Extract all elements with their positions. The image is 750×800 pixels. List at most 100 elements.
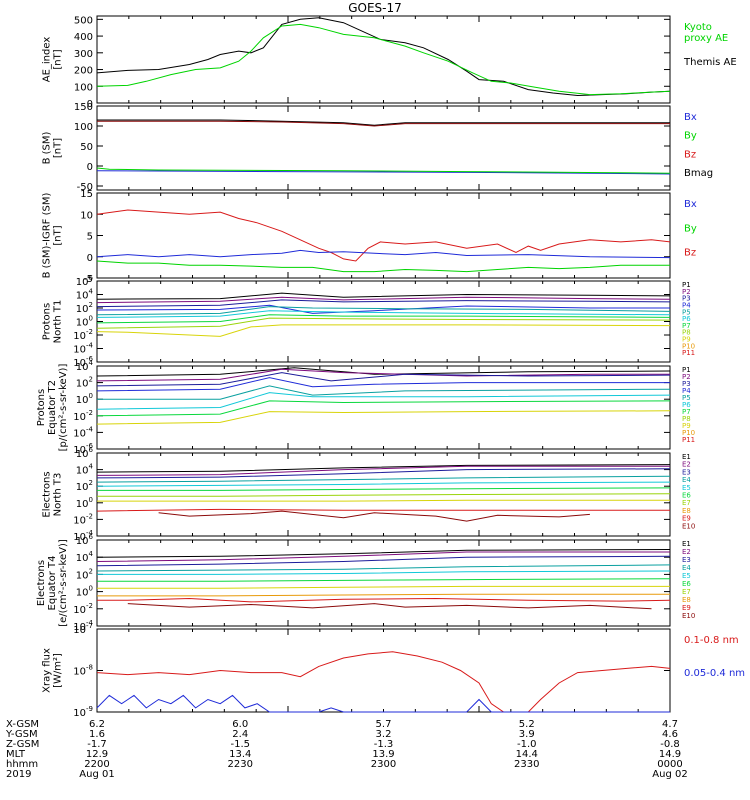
x-row-value: 3.9 [519, 729, 535, 740]
y-tick-label: 100 [76, 585, 93, 599]
y-axis-label: [nT] [53, 225, 64, 245]
series-line [96, 249, 671, 259]
series-line [96, 299, 671, 308]
x-row-value: -0.8 [660, 739, 680, 750]
y-tick-label: 10-7 [73, 622, 93, 636]
y-axis-label: [e/(cm²-s-sr-keV)] [58, 539, 69, 627]
series-line [97, 585, 670, 589]
series-line [96, 170, 671, 175]
series-line [96, 464, 671, 473]
series-line [96, 468, 671, 479]
x-row-value: -1.5 [230, 739, 250, 750]
legend-entry: Kyoto [684, 22, 712, 33]
series-line [97, 120, 670, 127]
legend-entry: By [684, 223, 697, 234]
y-tick-label: 0 [87, 99, 93, 110]
x-row-value: 4.7 [662, 719, 678, 730]
series-line [96, 400, 671, 417]
x-row-value: 5.7 [376, 719, 392, 730]
series-line [96, 167, 671, 174]
y-axis-label: North T1 [53, 300, 64, 344]
series-line [96, 392, 671, 410]
x-row-value: 2.4 [232, 729, 248, 740]
y-tick-label: 10 [80, 210, 93, 221]
x-row-value: 4.6 [662, 729, 678, 740]
legend-entry: E4 [682, 476, 691, 484]
series-line [96, 310, 671, 318]
y-axis-label: Equator T2 [47, 380, 58, 435]
legend-entry: E5 [682, 572, 691, 580]
y-tick-label: 10-2 [73, 602, 93, 616]
series-line [96, 317, 671, 329]
x-row-label: X-GSM [6, 719, 39, 730]
series-line [97, 578, 671, 582]
x-row-value: 13.4 [229, 749, 251, 760]
series-line [97, 593, 670, 597]
legend-entry: Bz [684, 149, 696, 160]
x-row-value: 3.2 [376, 729, 392, 740]
series-line [96, 377, 670, 392]
y-tick-label: 0 [87, 162, 93, 173]
legend-entry: P1 [682, 366, 691, 374]
series-line [97, 119, 670, 126]
legend-entry: P10 [682, 429, 695, 437]
x-row-value: 1.6 [89, 729, 105, 740]
legend-entry: E1 [682, 453, 691, 461]
y-axis-label: Electrons [42, 471, 53, 517]
y-tick-label: 10-2 [73, 512, 93, 526]
series-line [96, 372, 671, 387]
series-line [96, 292, 671, 300]
y-tick-label: 102 [76, 301, 93, 315]
x-row-label: 2019 [6, 769, 31, 780]
legend-entry: E4 [682, 564, 691, 572]
y-tick-label: 0 [87, 253, 93, 264]
legend-entry: E2 [682, 548, 691, 556]
panel-2: -50 0 50 100 150 B (SM) [nT] Bx By Bz Bmag [42, 102, 714, 193]
series-line [96, 549, 671, 558]
x-row-label: Y-GSM [5, 729, 38, 740]
y-axis-label: [W/m²] [53, 653, 64, 688]
series-line [97, 499, 670, 502]
series-line [96, 694, 670, 713]
x-row-value: 2330 [514, 759, 539, 770]
legend-entry: P8 [682, 329, 691, 337]
series-line [96, 306, 671, 316]
x-row-value: 6.0 [232, 719, 248, 730]
x-row-value: 2300 [371, 759, 396, 770]
series-line [96, 23, 671, 96]
legend-entry: P6 [682, 401, 691, 409]
y-tick-label: 100 [74, 82, 93, 93]
legend-entry: P3 [682, 380, 691, 388]
x-row-value: 2200 [84, 759, 109, 770]
legend-entry: Bmag [684, 168, 713, 179]
y-tick-label: 106 [76, 274, 94, 288]
legend-entry: P11 [682, 436, 695, 444]
legend-entry: E10 [682, 522, 695, 530]
y-tick-label: 10-2 [73, 409, 93, 423]
y-tick-label: 10-2 [73, 328, 93, 342]
y-axis-label: [nT] [53, 49, 64, 69]
y-tick-label: 10-9 [73, 705, 93, 719]
series-line [97, 487, 671, 491]
panel-frame [96, 365, 671, 450]
legend-entry: P11 [682, 349, 695, 357]
legend-entry: E9 [682, 515, 691, 523]
legend-entry: P4 [682, 301, 691, 309]
y-tick-label: -50 [77, 182, 93, 193]
legend-entry: P6 [682, 315, 691, 323]
y-tick-label: 106 [76, 533, 94, 547]
y-tick-label: 200 [74, 66, 93, 77]
y-tick-label: 50 [80, 142, 93, 153]
series-line [96, 551, 670, 562]
legend-entry: E5 [682, 484, 691, 492]
y-axis-label: Equator T4 [47, 556, 58, 611]
series-line [97, 597, 671, 603]
legend-entry: E1 [682, 540, 691, 548]
legend-entry: proxy AE [684, 33, 728, 44]
legend-entry: P1 [682, 281, 691, 289]
y-tick-label: 104 [76, 359, 94, 373]
panel-frame [96, 628, 671, 713]
series-line [96, 367, 671, 377]
